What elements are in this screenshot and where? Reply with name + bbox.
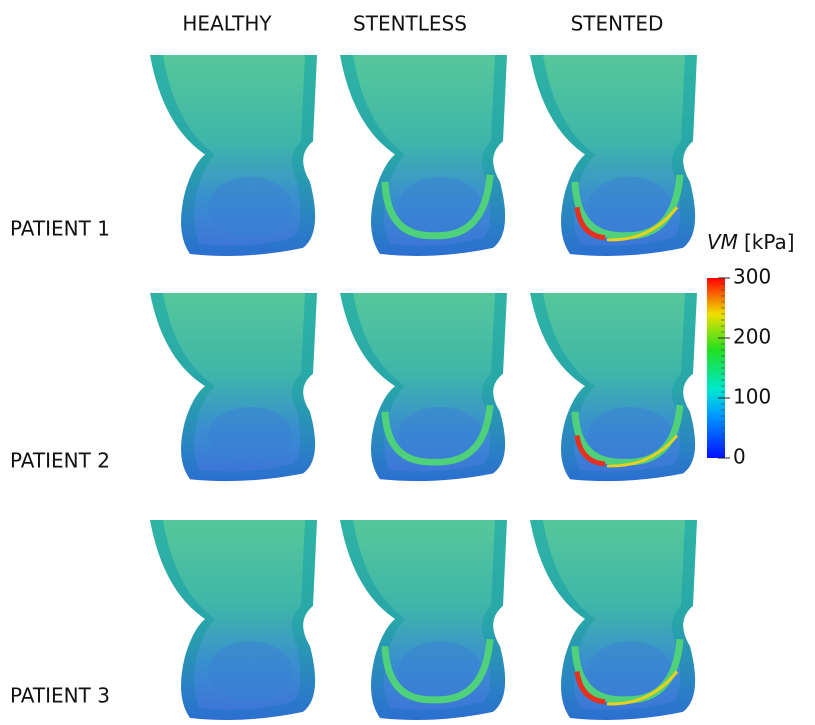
vessel-image xyxy=(340,55,507,256)
column-header: HEALTHY xyxy=(182,12,272,36)
vessel-image xyxy=(150,520,317,720)
vessel-image xyxy=(150,55,317,256)
colorbar-variable: VM xyxy=(707,230,738,254)
colorbar-tick-label: 300 xyxy=(733,265,771,289)
vessel-image xyxy=(150,293,317,481)
column-header: STENTLESS xyxy=(353,12,467,36)
leaflet-region xyxy=(208,641,292,702)
colorbar-unit: [kPa] xyxy=(744,230,795,254)
colorbar-label: VM[kPa] xyxy=(707,230,795,254)
figure: 0 100 200 300 VM[kPa] HEALTHY STENTLESS STENT… xyxy=(0,0,815,725)
vessel-image xyxy=(530,55,697,256)
column-header: STENTED xyxy=(571,12,664,36)
row-label: PATIENT 3 xyxy=(10,684,110,708)
vessel-image xyxy=(530,520,697,720)
vessel-image xyxy=(530,293,697,481)
colorbar-ticks: 0 100 200 300 xyxy=(718,265,771,469)
vessel-image xyxy=(340,520,507,720)
cells xyxy=(150,55,697,720)
colorbar-tick-label: 0 xyxy=(733,445,746,469)
vessel-image xyxy=(340,293,507,481)
leaflet-region xyxy=(208,177,292,238)
page: 0 100 200 300 VM[kPa] HEALTHY STENTLESS STENT… xyxy=(0,0,815,725)
leaflet-region xyxy=(208,407,292,464)
colorbar-tick-label: 200 xyxy=(733,325,771,349)
colorbar-tick-label: 100 xyxy=(733,385,771,409)
row-label: PATIENT 2 xyxy=(10,449,110,473)
row-label: PATIENT 1 xyxy=(10,217,110,241)
